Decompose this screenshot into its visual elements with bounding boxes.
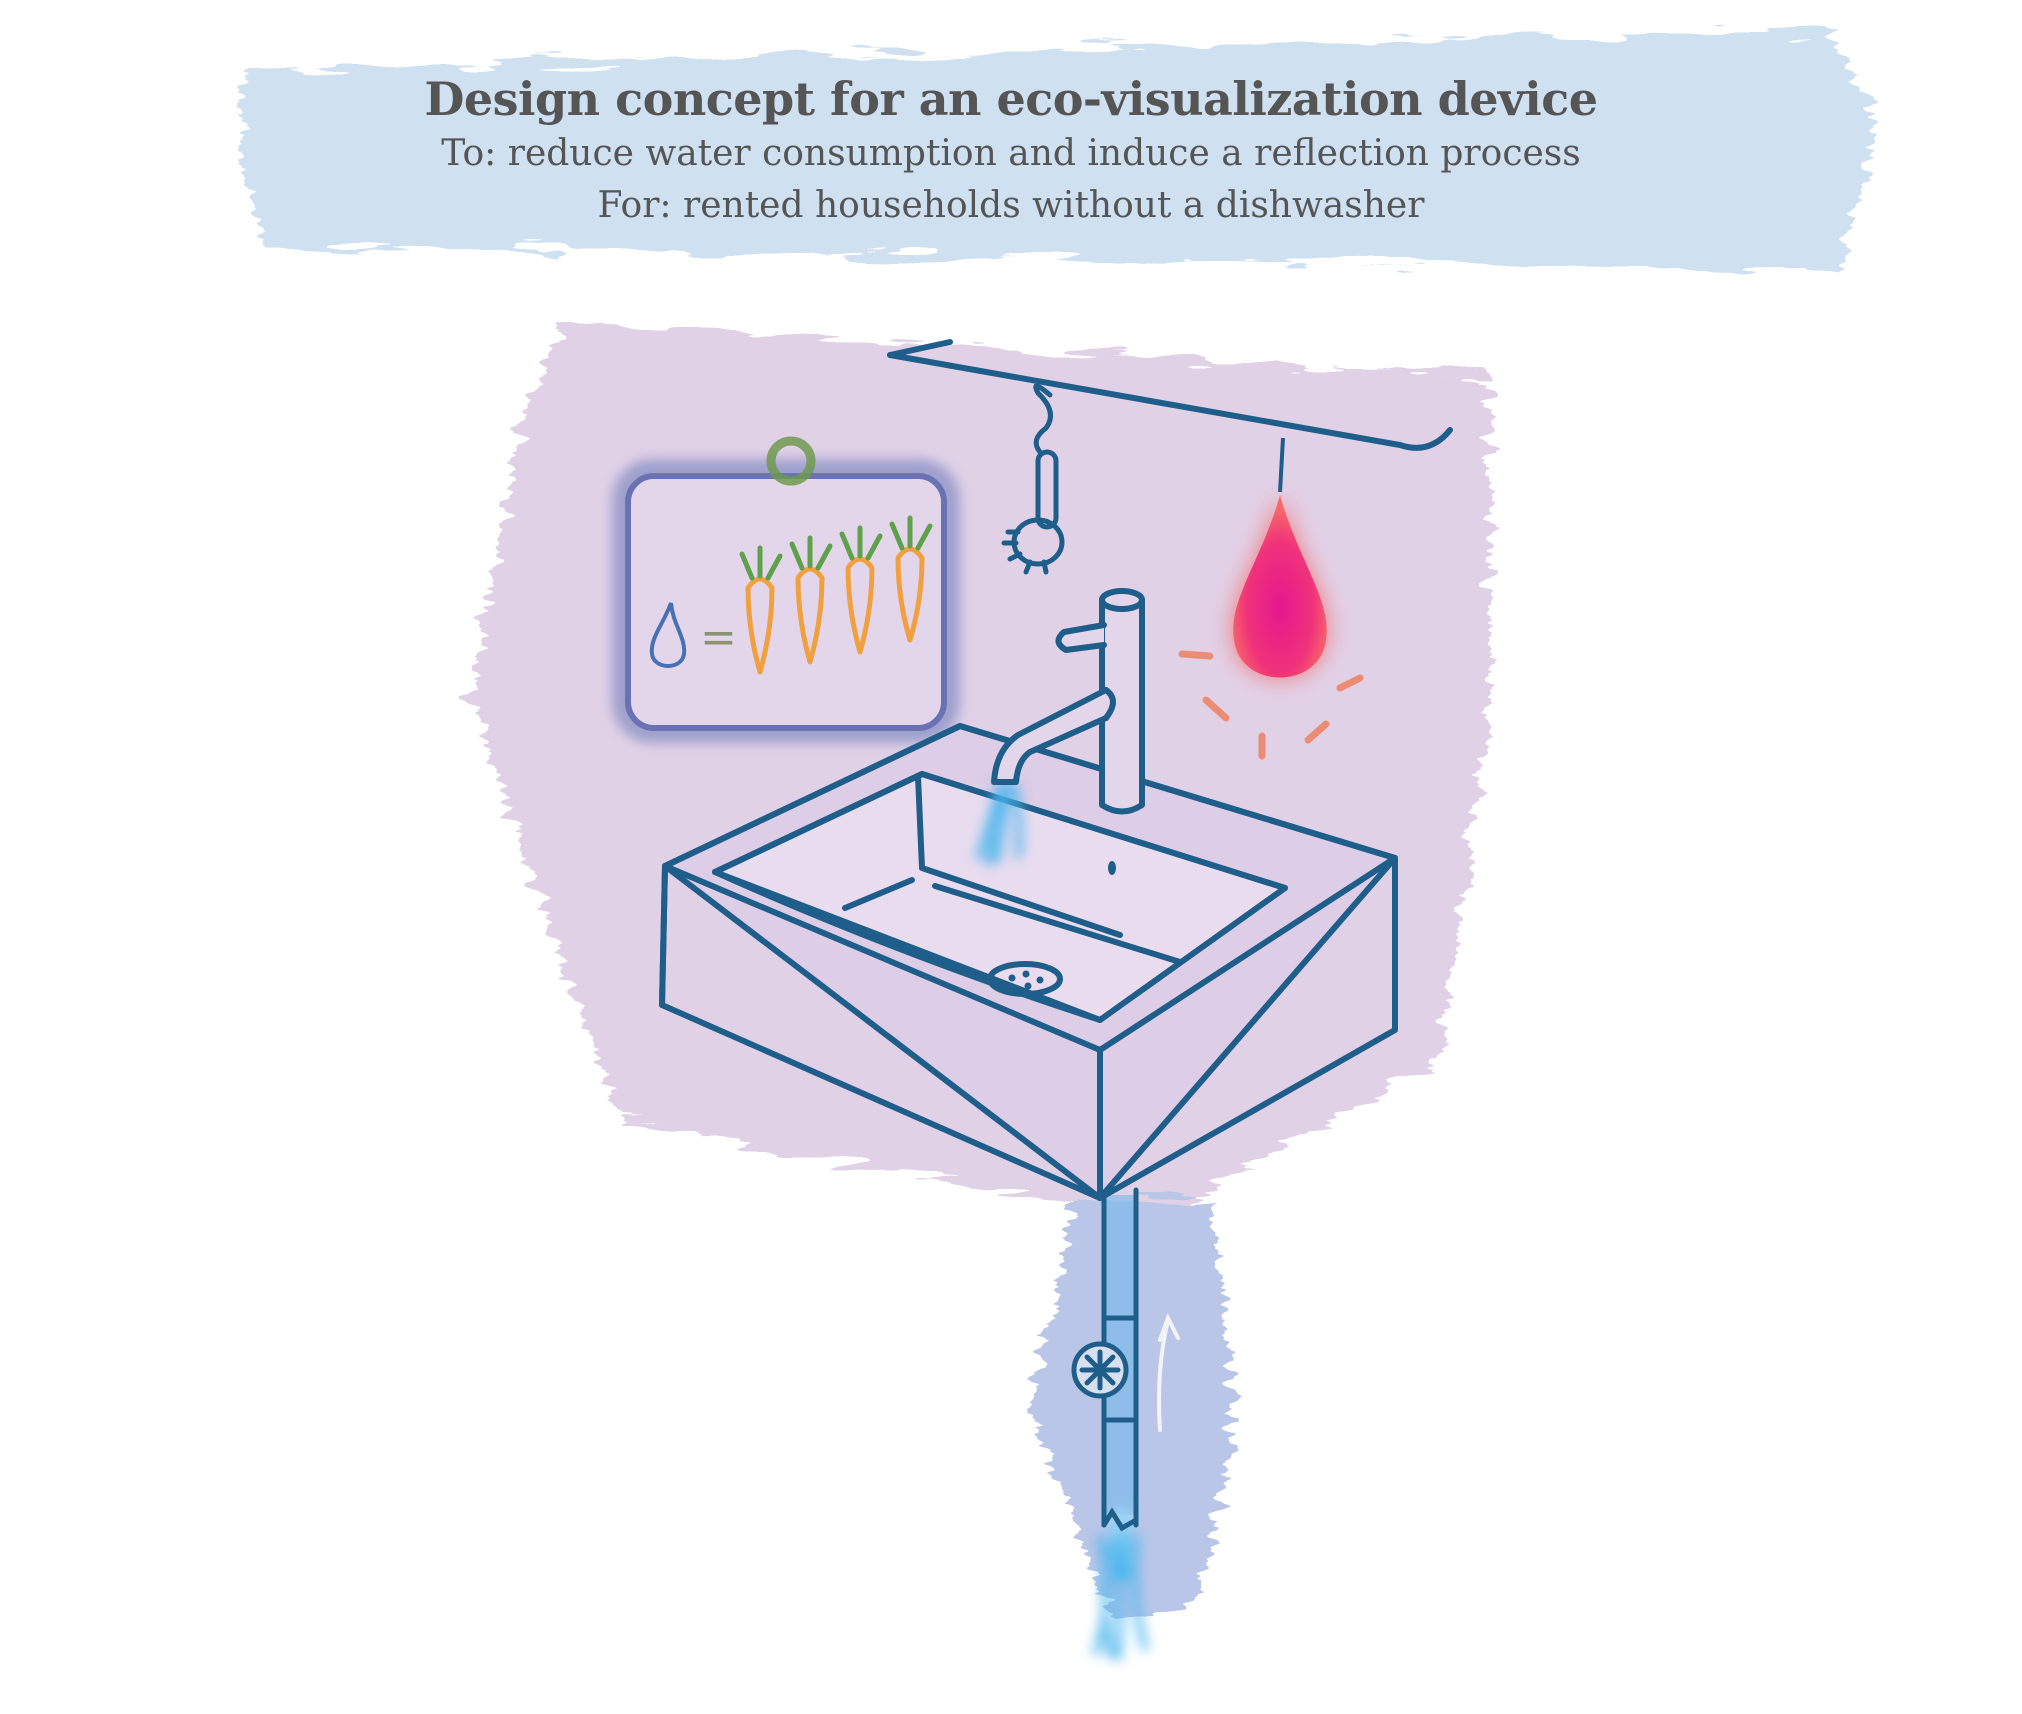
subtitle-purpose: To: reduce water consumption and induce … xyxy=(441,133,1581,174)
hanging-dish-brush xyxy=(1001,383,1065,575)
page-title: Design concept for an eco-visualization … xyxy=(424,72,1598,126)
title-frame: Design concept for an eco-visualization … xyxy=(0,70,2022,232)
equals-sign: = xyxy=(700,612,737,663)
carrot-icon xyxy=(889,515,933,643)
subtitle-audience: For: rented households without a dishwas… xyxy=(597,185,1425,226)
carrot-row xyxy=(739,515,933,675)
alert-drop-lamp xyxy=(1178,437,1364,760)
carrot-icon xyxy=(739,545,783,675)
sky-brush-wash xyxy=(240,30,1880,270)
sink-basin xyxy=(659,723,1398,1201)
towel-rail xyxy=(887,339,1453,451)
drain-pipe xyxy=(1071,1187,1180,1661)
faucet xyxy=(991,588,1145,815)
carrot-icon xyxy=(839,525,883,655)
water-drop-icon xyxy=(649,602,687,668)
flow-direction-arrow xyxy=(1157,1312,1180,1432)
eco-display-panel: = xyxy=(612,436,960,743)
carrot-icon xyxy=(789,535,833,665)
flow-meter-icon xyxy=(1071,1341,1129,1399)
status-ring-indicator xyxy=(766,436,816,486)
title-block: Design concept for an eco-visualization … xyxy=(0,70,2022,232)
tap-water-stream xyxy=(974,781,1023,867)
